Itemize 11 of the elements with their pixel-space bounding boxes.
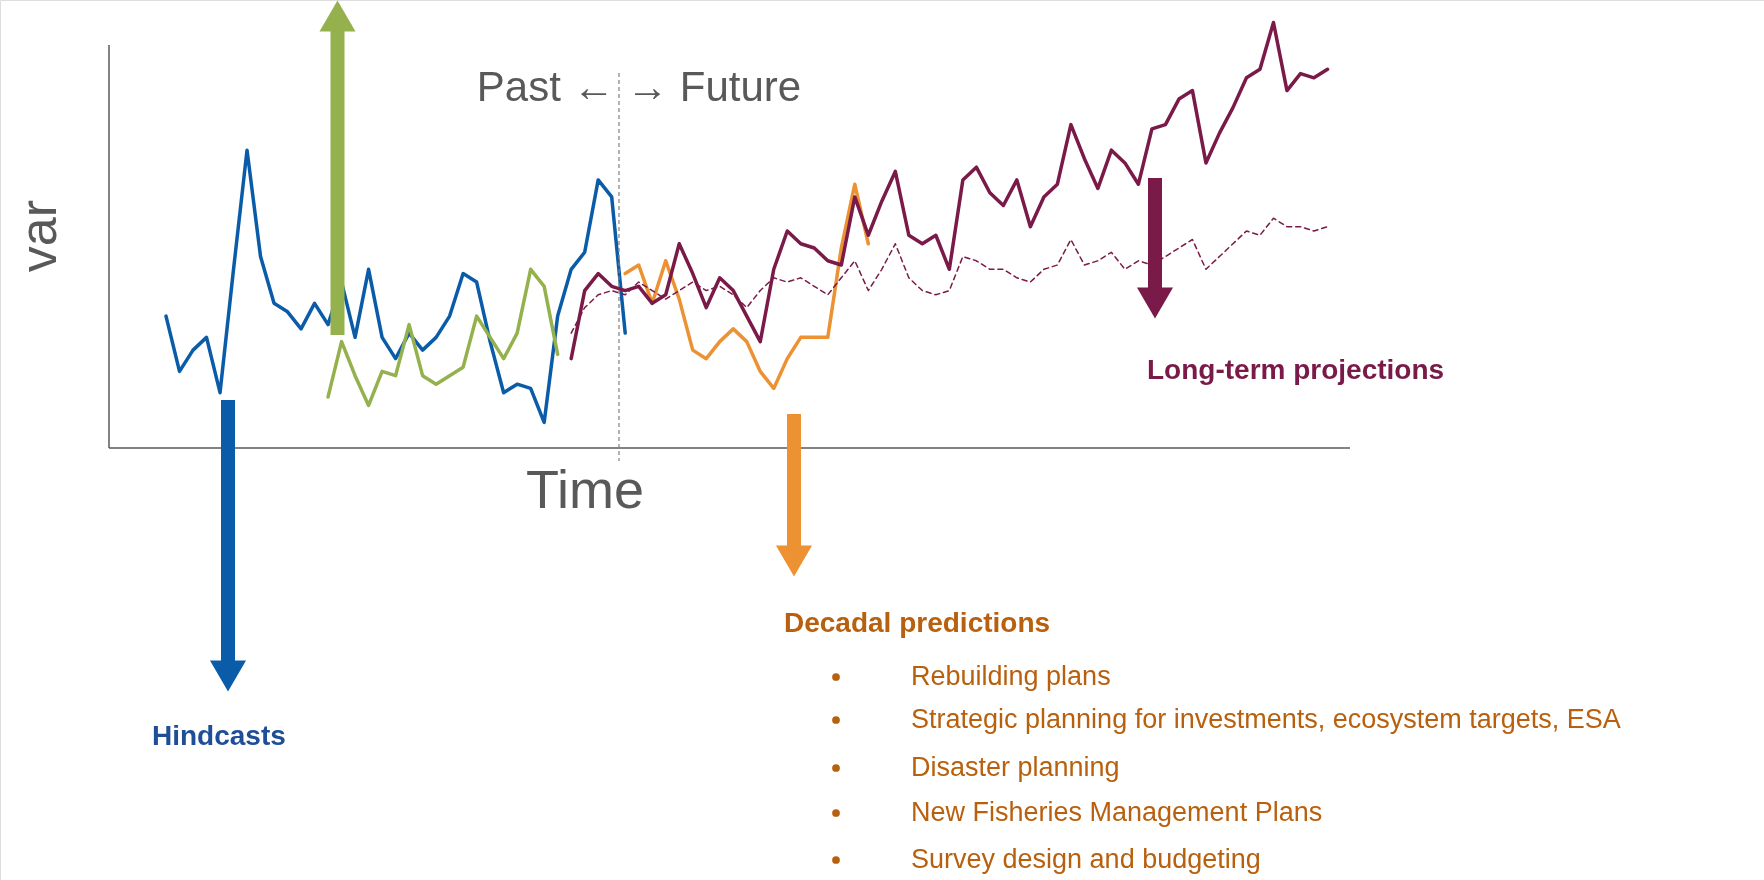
text: Decadal predictions [784, 607, 1051, 638]
annotation: Past ← → Future [476, 63, 802, 110]
text: Strategic planning for investments, ecosystem targets, ESA [911, 704, 1621, 734]
x-axis-title: Time [526, 459, 644, 519]
y-axis-title: var [9, 199, 67, 273]
text: Survey design and budgeting [911, 844, 1261, 874]
text: Disaster planning [911, 752, 1120, 782]
text: Rebuilding plans [911, 661, 1111, 691]
annotation: Long-term projections [1147, 354, 1445, 385]
text: Hindcasts [152, 720, 286, 751]
text: New Fisheries Management Plans [911, 797, 1323, 827]
